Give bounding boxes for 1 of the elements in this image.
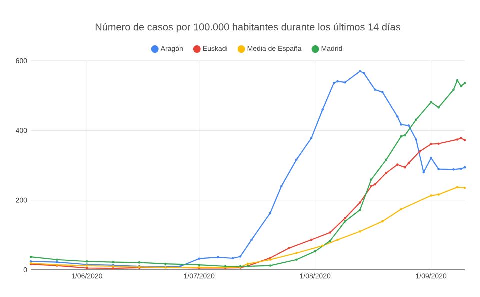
- chart-title: Número de casos por 100.000 habitantes durante los últimos 14 días: [96, 23, 400, 33]
